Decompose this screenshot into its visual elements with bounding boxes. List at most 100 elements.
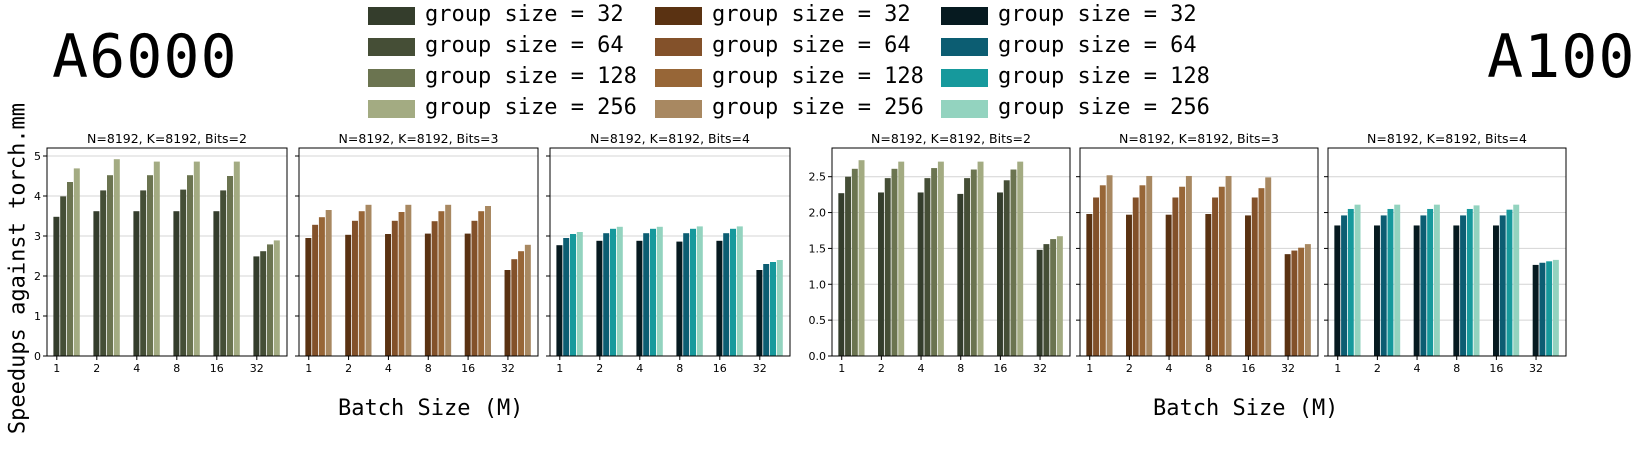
bar <box>616 226 623 356</box>
plot-frame <box>1327 147 1567 357</box>
bar <box>305 238 312 356</box>
legend-label: group size = 128 <box>425 64 637 89</box>
x-tick-label: 2 <box>345 362 352 375</box>
bar <box>365 204 372 356</box>
bar <box>1056 236 1063 356</box>
bar <box>1506 209 1513 356</box>
legend-swatch <box>941 7 988 25</box>
x-tick-label: 2 <box>1126 362 1133 375</box>
x-tick-label: 4 <box>385 362 392 375</box>
bar <box>193 161 200 356</box>
bar <box>1185 175 1192 356</box>
bar <box>1334 225 1341 356</box>
bar <box>1218 186 1225 356</box>
x-tick-label: 1 <box>1334 362 1341 375</box>
y-tick-label: 0.0 <box>809 350 827 363</box>
bar <box>1265 177 1272 356</box>
legend-label: group size = 32 <box>425 2 624 27</box>
bar <box>957 193 964 356</box>
bar <box>1427 208 1434 356</box>
x-tick-label: 8 <box>676 362 683 375</box>
bar <box>1036 249 1043 356</box>
bar <box>917 192 924 356</box>
bar <box>964 178 971 356</box>
bar <box>838 193 845 356</box>
bar <box>267 244 273 356</box>
bar <box>1433 204 1440 356</box>
bar <box>1017 161 1024 356</box>
x-tick-label: 8 <box>1453 362 1460 375</box>
bar <box>107 175 113 356</box>
bar <box>385 234 392 356</box>
x-tick-label: 8 <box>957 362 964 375</box>
panel-title: N=8192, K=8192, Bits=3 <box>1119 131 1279 146</box>
bar <box>1099 185 1106 356</box>
legend-label: group size = 128 <box>998 64 1210 89</box>
bar <box>1165 214 1172 356</box>
bar <box>93 211 100 356</box>
bar <box>1546 261 1553 356</box>
legend-swatch <box>941 100 988 118</box>
bar <box>312 224 319 356</box>
bar <box>723 233 730 356</box>
bar <box>187 175 193 356</box>
bar <box>576 232 583 356</box>
bar <box>345 234 352 356</box>
x-tick-label: 4 <box>636 362 643 375</box>
bar <box>471 220 478 356</box>
bar <box>478 211 485 356</box>
bar <box>213 211 220 356</box>
bar <box>556 245 563 356</box>
plot-frame <box>298 147 539 357</box>
legend-label: group size = 32 <box>998 2 1197 27</box>
x-tick-label: 1 <box>838 362 845 375</box>
legend-label: group size = 64 <box>998 33 1197 58</box>
bar <box>690 228 696 356</box>
x-tick-label: 8 <box>425 362 432 375</box>
bar <box>1499 215 1506 356</box>
bar <box>1473 205 1480 356</box>
bar <box>1413 225 1420 356</box>
plot-frame <box>46 147 288 357</box>
bar <box>233 161 240 356</box>
bar <box>73 168 80 356</box>
x-axis-label-right: Batch Size (M) <box>1153 396 1339 421</box>
bar <box>891 168 898 356</box>
bar <box>1460 215 1467 356</box>
bar <box>1420 215 1427 356</box>
x-tick-label: 16 <box>1489 362 1503 375</box>
bar <box>1291 250 1298 356</box>
bar <box>977 161 984 356</box>
bar <box>1380 215 1387 356</box>
y-tick-label: 0 <box>34 350 41 363</box>
x-tick-label: 2 <box>596 362 603 375</box>
gpu-label-a100: A100 <box>1487 22 1636 92</box>
bar <box>696 226 703 356</box>
legend-label: group size = 32 <box>712 2 911 27</box>
bar <box>325 210 332 356</box>
legend-swatch <box>368 69 415 87</box>
bar <box>147 175 153 356</box>
x-tick-label: 32 <box>1033 362 1047 375</box>
legend-swatch <box>368 38 415 56</box>
y-tick-label: 3 <box>34 230 41 243</box>
x-tick-label: 2 <box>93 362 100 375</box>
legend-label: group size = 256 <box>998 95 1210 120</box>
legend-label: group size = 128 <box>712 64 924 89</box>
panel-title: N=8192, K=8192, Bits=4 <box>1367 131 1527 146</box>
bar <box>643 233 650 356</box>
legend-swatch <box>368 100 415 118</box>
bar <box>736 226 743 356</box>
bar <box>676 241 683 356</box>
bar <box>67 182 73 356</box>
panel-title: N=8192, K=8192, Bits=4 <box>590 131 750 146</box>
bar <box>970 169 977 356</box>
bar <box>1341 215 1348 356</box>
bar <box>1139 185 1146 356</box>
bar <box>1552 259 1559 356</box>
bar <box>756 270 763 356</box>
x-tick-label: 1 <box>53 362 60 375</box>
y-tick-label: 4 <box>34 190 41 203</box>
x-tick-label: 1 <box>1086 362 1093 375</box>
x-axis-label-left: Batch Size (M) <box>338 396 524 421</box>
